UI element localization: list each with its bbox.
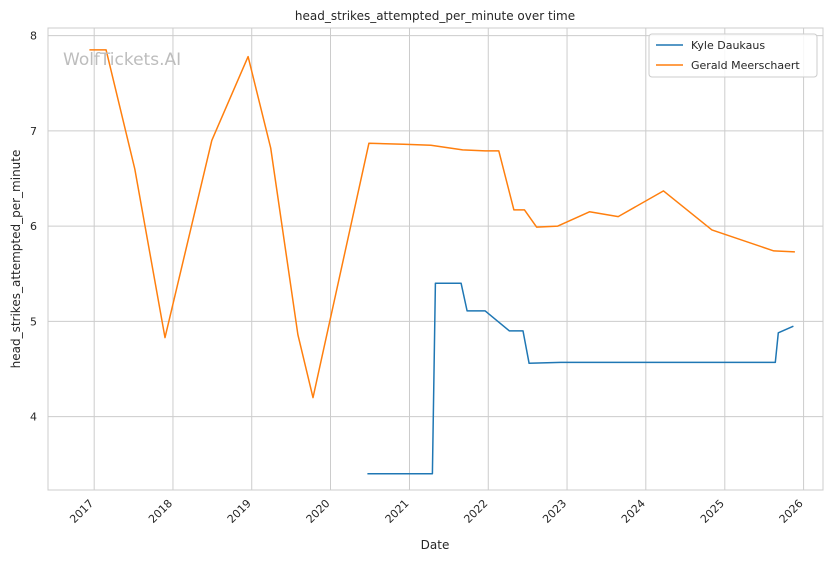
x-tick-label: 2017 xyxy=(67,497,96,526)
y-axis-ticks: 4 5 6 7 8 xyxy=(30,30,37,424)
y-tick-label: 7 xyxy=(30,125,37,138)
x-tick-label: 2021 xyxy=(383,497,412,526)
x-tick-label: 2022 xyxy=(461,497,490,526)
x-tick-label: 2020 xyxy=(304,497,333,526)
legend-box xyxy=(648,33,818,78)
legend-label-0: Kyle Daukaus xyxy=(691,39,765,52)
x-tick-label: 2019 xyxy=(225,497,254,526)
x-tick-label: 2024 xyxy=(619,497,648,526)
legend-label-1: Gerald Meerschaert xyxy=(691,59,800,72)
y-tick-label: 6 xyxy=(30,220,37,233)
plot-frame xyxy=(47,27,824,491)
x-axis-label: Date xyxy=(421,538,450,552)
legend: Kyle Daukaus Gerald Meerschaert xyxy=(648,33,818,78)
x-axis-ticks: 2017 2018 2019 2020 2021 2022 2023 2024 2025 2026 xyxy=(67,497,805,526)
chart-title: head_strikes_attempted_per_minute over t… xyxy=(295,9,575,23)
x-tick-label: 2023 xyxy=(540,497,569,526)
series-line-1 xyxy=(89,49,795,399)
y-tick-label: 4 xyxy=(30,411,37,424)
watermark-text: WolfTickets.AI xyxy=(63,50,181,70)
x-tick-label: 2025 xyxy=(698,497,727,526)
series-line-0 xyxy=(367,282,794,475)
x-tick-label: 2018 xyxy=(146,497,175,526)
x-tick-label: 2026 xyxy=(777,497,806,526)
plot-series xyxy=(89,49,795,475)
y-tick-label: 8 xyxy=(30,30,37,43)
grid-lines xyxy=(48,28,823,490)
y-axis-label: head_strikes_attempted_per_minute xyxy=(9,150,23,369)
y-tick-label: 5 xyxy=(30,315,37,328)
